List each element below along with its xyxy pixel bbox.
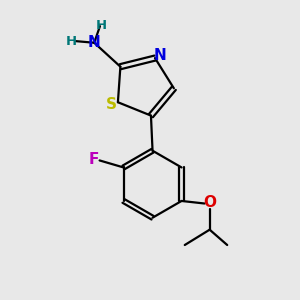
Text: S: S	[105, 97, 116, 112]
Text: O: O	[203, 195, 216, 210]
Text: F: F	[89, 152, 99, 167]
Text: N: N	[154, 48, 166, 63]
Text: H: H	[96, 19, 107, 32]
Text: H: H	[66, 34, 77, 48]
Text: N: N	[88, 35, 100, 50]
